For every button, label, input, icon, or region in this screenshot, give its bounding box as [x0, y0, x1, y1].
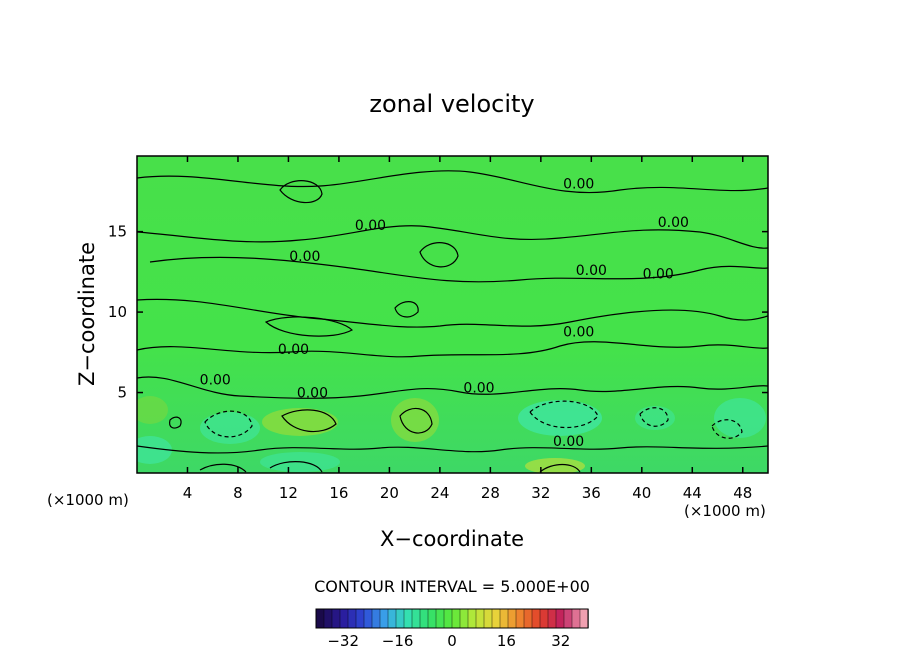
colorbar-cell	[539, 608, 549, 629]
x-tick-label: 44	[683, 484, 702, 502]
y-axis-ticks: 5 10 15	[108, 223, 768, 402]
colorbar	[315, 608, 589, 629]
x-tick-label: 32	[531, 484, 550, 502]
x-tick-label: 20	[380, 484, 399, 502]
colorbar-cell	[515, 608, 525, 629]
colorbar-cell	[403, 608, 413, 629]
plot-frame	[136, 155, 769, 474]
colorbar-tick-labels: −32 −16 0 16 32	[327, 632, 570, 650]
plot-area: 0.00 0.00 0.00 0.00 0.00 0.00 0.00 0.00 0.00 0.00…	[137, 156, 768, 473]
colorbar-cell	[555, 608, 565, 629]
y-tick-label: 5	[117, 384, 127, 402]
contour-label: 0.00	[643, 266, 674, 282]
colorbar-cell	[507, 608, 517, 629]
colorbar-cell	[387, 608, 397, 629]
contour-label: 0.00	[563, 176, 594, 192]
colorbar-frame	[315, 608, 589, 629]
colorbar-tick-label: −16	[382, 632, 414, 650]
x-tick-label: 16	[329, 484, 348, 502]
colorbar-cell	[419, 608, 429, 629]
colorbar-cell	[435, 608, 445, 629]
y-axis-label: Z−coordinate	[75, 242, 99, 386]
y-tick-label: 10	[108, 303, 127, 321]
field-patches	[137, 396, 766, 473]
colorbar-cell	[363, 608, 373, 629]
colorbar-cell	[523, 608, 533, 629]
contour-label: 0.00	[463, 381, 494, 397]
colorbar-cell	[355, 608, 365, 629]
colorbar-cell	[331, 608, 341, 629]
colorbar-cell	[531, 608, 541, 629]
colorbar-cell	[475, 608, 485, 629]
colorbar-tick-label: 16	[497, 632, 516, 650]
x-tick-label: 4	[183, 484, 193, 502]
colorbar-tick-label: 0	[447, 632, 457, 650]
colorbar-cell	[339, 608, 349, 629]
contour-labels: 0.00 0.00 0.00 0.00 0.00 0.00 0.00 0.00 0.00 0.00…	[200, 176, 689, 449]
x-axis-label: X−coordinate	[380, 527, 524, 551]
x-tick-label: 12	[279, 484, 298, 502]
colorbar-cell	[427, 608, 437, 629]
contour-label: 0.00	[289, 249, 320, 265]
contour-label: 0.00	[576, 263, 607, 279]
colorbar-cell	[467, 608, 477, 629]
colorbar-cell	[347, 608, 357, 629]
colorbar-tick-label: −32	[327, 632, 359, 650]
x-unit-right: (×1000 m)	[684, 502, 766, 520]
colorbar-tick-label: 32	[551, 632, 570, 650]
x-tick-label: 28	[481, 484, 500, 502]
colorbar-cell	[411, 608, 421, 629]
x-tick-label: 40	[632, 484, 651, 502]
colorbar-cell	[563, 608, 573, 629]
contour-lines	[137, 170, 768, 473]
colorbar-cell	[547, 608, 557, 629]
colorbar-cell	[451, 608, 461, 629]
contour-label: 0.00	[563, 324, 594, 340]
chart-title: zonal velocity	[369, 90, 534, 118]
colorbar-cell	[315, 608, 325, 629]
x-tick-label: 24	[430, 484, 449, 502]
colorbar-cell	[395, 608, 405, 629]
x-tick-label: 8	[233, 484, 243, 502]
contour-label: 0.00	[200, 373, 231, 389]
x-axis-ticks: 4 8 12 16 20 24 28 32 36 40 44 48	[183, 156, 752, 502]
colorbar-cell	[483, 608, 493, 629]
colorbar-cell	[459, 608, 469, 629]
contour-interval: CONTOUR INTERVAL = 5.000E+00	[314, 577, 590, 596]
contour-label: 0.00	[297, 386, 328, 402]
colorbar-cell	[579, 608, 589, 629]
colorbar-cell	[571, 608, 581, 629]
colorbar-cell	[499, 608, 509, 629]
colorbar-cell	[371, 608, 381, 629]
colorbar-cell	[323, 608, 333, 629]
contour-label: 0.00	[553, 434, 584, 450]
colorbar-cell	[491, 608, 501, 629]
contour-label: 0.00	[278, 342, 309, 358]
x-tick-label: 36	[582, 484, 601, 502]
x-tick-label: 48	[733, 484, 752, 502]
colorbar-cell	[379, 608, 389, 629]
x-unit-left: (×1000 m)	[47, 491, 129, 509]
contour-label: 0.00	[355, 218, 386, 234]
colorbar-cell	[443, 608, 453, 629]
contour-label: 0.00	[658, 215, 689, 231]
y-tick-label: 15	[108, 223, 127, 241]
